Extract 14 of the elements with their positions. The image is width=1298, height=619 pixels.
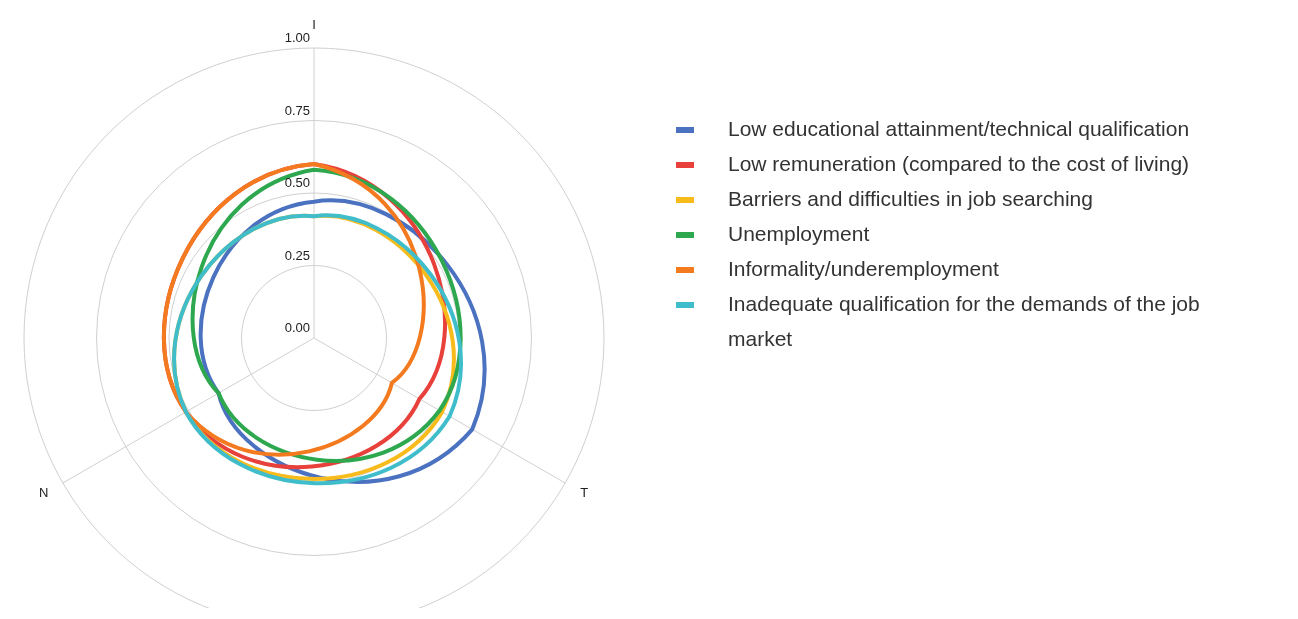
spoke-label: T — [580, 485, 589, 501]
legend-label: Barriers and difficulties in job searching — [728, 186, 1093, 210]
legend-label: Low educational attainment/technical qualification — [728, 116, 1190, 140]
y-tick-label: 0.25 — [284, 247, 310, 263]
spoke-label: N — [39, 485, 49, 501]
spoke-label: I — [312, 17, 316, 33]
legend-label: Informality/underemployment — [728, 256, 999, 280]
y-tick-label: 1.00 — [284, 30, 310, 45]
legend-label: Unemployment — [728, 221, 870, 245]
legend-label: Low remuneration (compared to the cost of living) — [728, 151, 1190, 175]
legend-label: Inadequate qualification for the demands of the job market — [728, 291, 1200, 350]
y-tick-label: 0.50 — [284, 175, 310, 190]
y-tick-label: 0.00 — [284, 320, 310, 335]
y-tick-label: 0.75 — [284, 102, 310, 118]
